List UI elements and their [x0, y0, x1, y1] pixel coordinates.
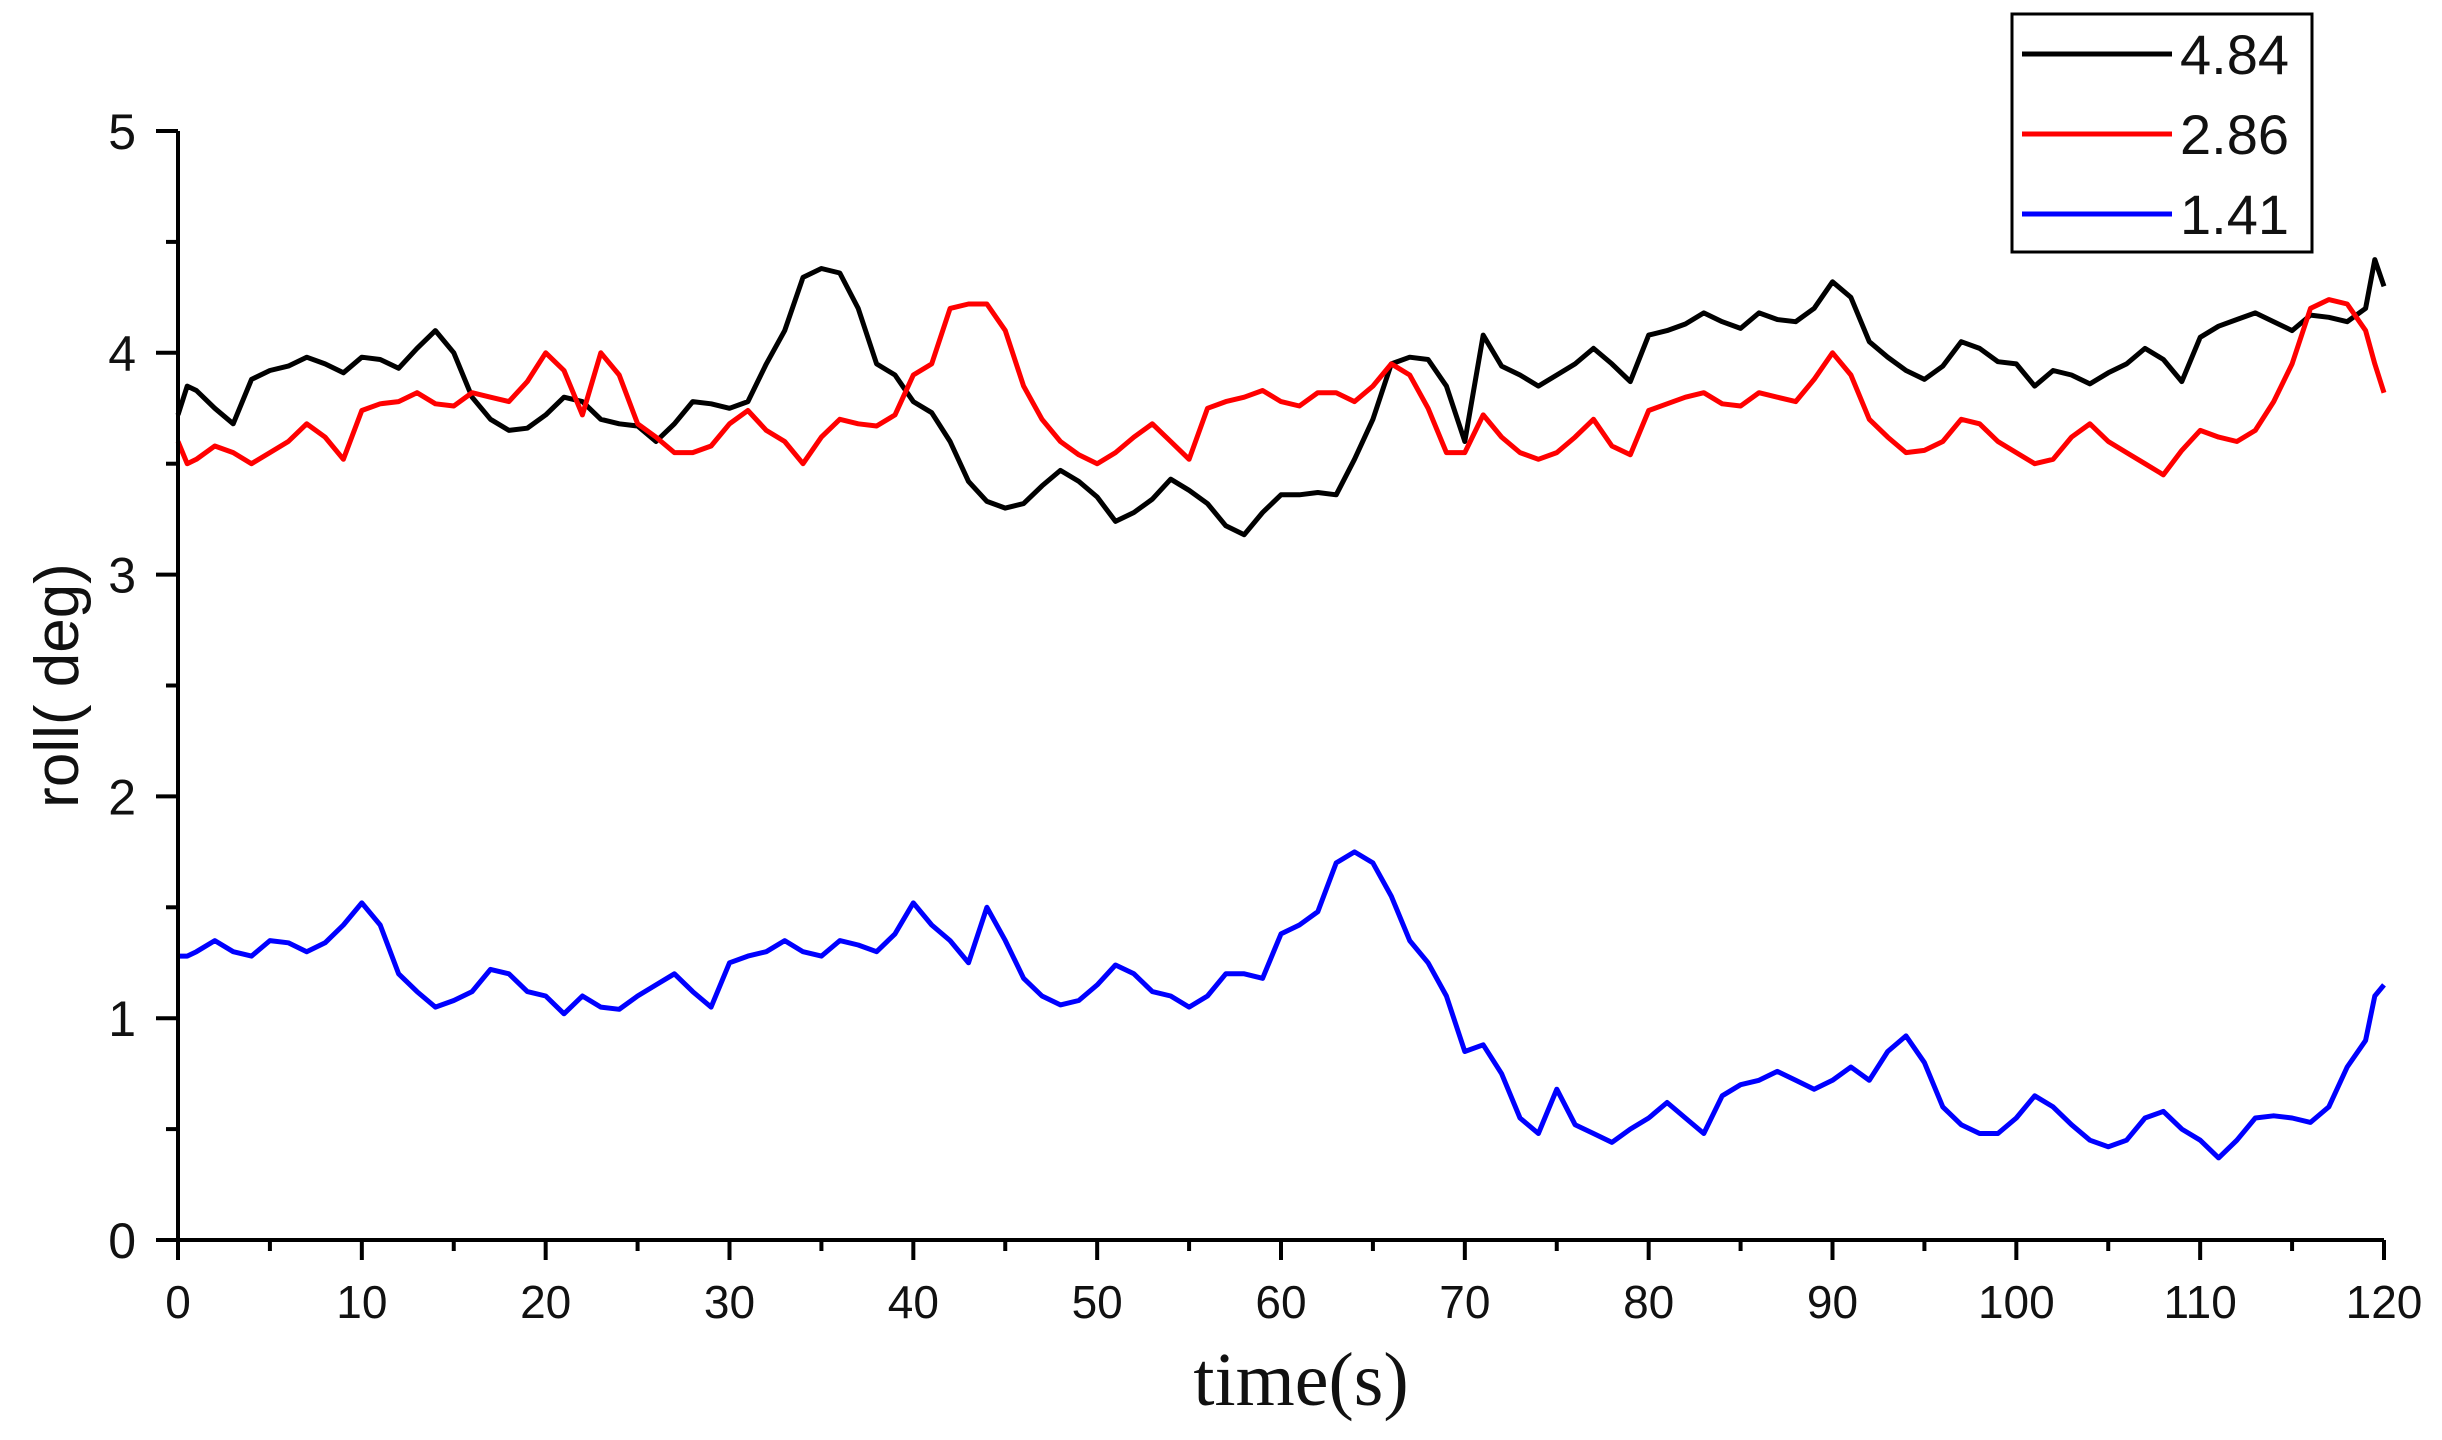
y-tick-label: 1: [108, 991, 136, 1047]
x-tick-label: 110: [2163, 1276, 2236, 1328]
series-group: [175, 257, 2387, 1161]
x-tick-label: 20: [520, 1276, 571, 1328]
legend-label-2.86: 2.86: [2180, 103, 2289, 166]
x-tick-label: 70: [1439, 1276, 1490, 1328]
x-tick-label: 0: [165, 1276, 191, 1328]
y-tick-label: 5: [108, 104, 136, 160]
y-axis-title: roll( deg): [23, 563, 92, 808]
series-line-4.84: [175, 257, 2387, 538]
x-tick-label: 100: [1978, 1276, 2055, 1328]
x-tick-label: 60: [1255, 1276, 1306, 1328]
x-axis-title: time(s): [1193, 1338, 1408, 1422]
x-tick-label: 50: [1072, 1276, 1123, 1328]
y-tick-label: 0: [108, 1213, 136, 1269]
y-tick-label: 3: [108, 548, 136, 604]
y-tick-label: 4: [108, 326, 136, 382]
x-tick-label: 90: [1807, 1276, 1858, 1328]
legend-label-1.41: 1.41: [2180, 183, 2289, 246]
x-tick-label: 120: [2346, 1276, 2423, 1328]
x-tick-label: 30: [704, 1276, 755, 1328]
legend: 4.84 2.86 1.41: [2010, 12, 2314, 254]
legend-label-4.84: 4.84: [2180, 23, 2289, 86]
x-tick-label: 40: [888, 1276, 939, 1328]
series-line-2.86: [175, 297, 2387, 478]
y-tick-label: 2: [108, 769, 136, 825]
series-line-1.41: [178, 849, 2386, 1161]
x-tick-label: 10: [336, 1276, 387, 1328]
x-tick-label: 80: [1623, 1276, 1674, 1328]
